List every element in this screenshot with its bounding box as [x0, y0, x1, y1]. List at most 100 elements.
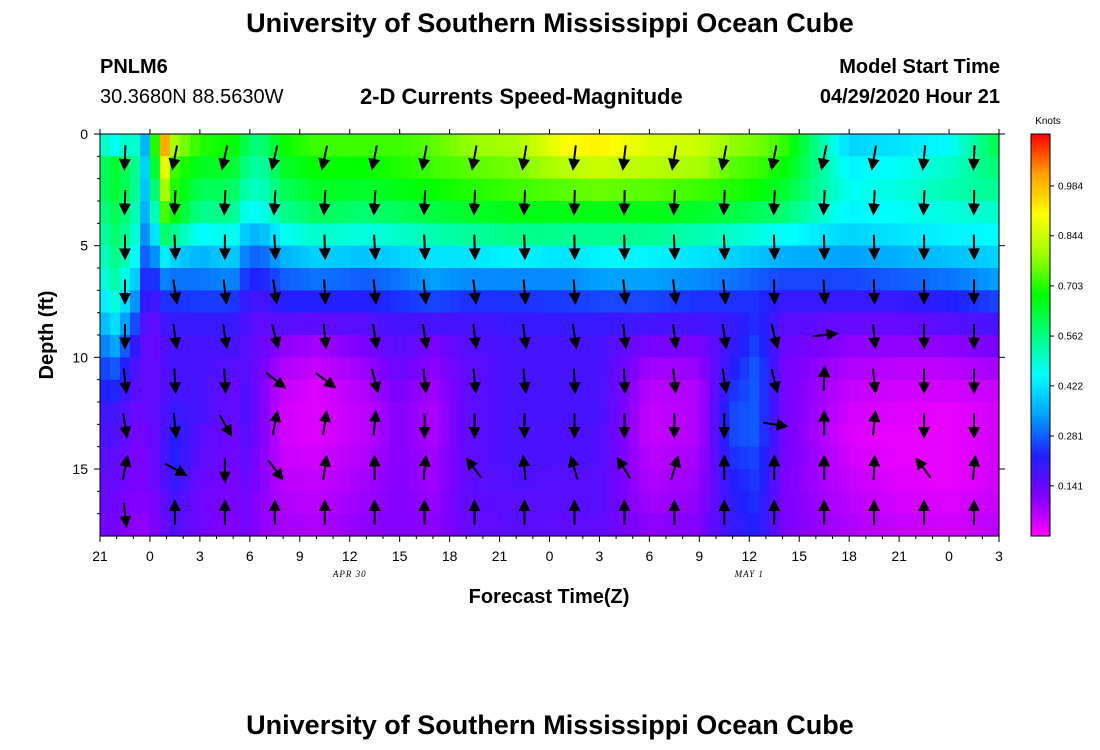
heatmap-cell: [909, 402, 920, 425]
heatmap-cell: [159, 156, 171, 180]
heatmap-cell: [579, 290, 591, 314]
heatmap-cell: [139, 402, 151, 425]
current-vector: [868, 409, 881, 436]
heatmap-cell: [479, 446, 491, 470]
heatmap-cell: [629, 357, 640, 381]
heatmap-cell: [569, 312, 581, 336]
heatmap-cell: [209, 312, 221, 336]
heatmap-cell: [259, 446, 271, 470]
heatmap-cell: [359, 379, 371, 403]
heatmap-cell: [449, 513, 461, 537]
heatmap-cell: [359, 469, 371, 492]
heatmap-cell: [329, 156, 341, 180]
heatmap-cell: [399, 469, 411, 492]
current-vector: [218, 145, 231, 171]
current-vector: [768, 279, 781, 305]
heatmap-cell: [389, 491, 401, 515]
heatmap-cell: [609, 201, 621, 224]
heatmap-cell: [149, 446, 161, 470]
heatmap-cell: [409, 357, 421, 381]
heatmap-cell: [729, 469, 740, 492]
heatmap-cell: [889, 223, 900, 247]
heatmap-cell: [129, 290, 141, 314]
heatmap-cell: [349, 178, 361, 202]
current-vector: [915, 457, 932, 479]
heatmap-cell: [449, 379, 461, 403]
heatmap-cell: [279, 513, 291, 537]
heatmap-cell: [209, 469, 221, 492]
heatmap-cell: [209, 491, 221, 515]
heatmap-cell: [459, 201, 471, 224]
heatmap-cell: [149, 245, 161, 269]
heatmap-cell: [669, 513, 680, 537]
heatmap-cell: [309, 335, 321, 358]
heatmap-cell: [439, 335, 451, 358]
heatmap-cell: [829, 134, 840, 157]
heatmap-cell: [849, 446, 860, 470]
heatmap-cell: [629, 469, 640, 492]
heatmap-cell: [639, 268, 650, 291]
heatmap-cell: [799, 424, 810, 448]
heatmap-cell: [179, 513, 191, 537]
heatmap-cell: [659, 156, 670, 180]
heatmap-cell: [329, 424, 341, 448]
heatmap-cell: [829, 402, 840, 425]
heatmap-cell: [699, 402, 710, 425]
heatmap-cell: [139, 491, 151, 515]
heatmap-cell: [209, 223, 221, 247]
current-vector: [315, 372, 337, 389]
heatmap-cell: [100, 491, 111, 515]
heatmap-cell: [459, 156, 471, 180]
heatmap-cell: [579, 446, 591, 470]
heatmap-cell: [169, 469, 181, 492]
heatmap-cell: [719, 134, 730, 157]
heatmap-cell: [899, 312, 910, 336]
heatmap-cell: [889, 424, 900, 448]
heatmap-cell: [249, 178, 261, 202]
heatmap-cell: [429, 469, 441, 492]
heatmap-cell: [409, 446, 421, 470]
heatmap-cell: [139, 178, 151, 202]
heatmap-cell: [779, 134, 790, 157]
heatmap-cell: [479, 223, 491, 247]
heatmap-cell: [599, 134, 611, 157]
heatmap-cell: [789, 424, 800, 448]
heatmap-cell: [959, 134, 970, 157]
heatmap-cell: [339, 446, 351, 470]
heatmap-cell: [979, 134, 990, 157]
heatmap-cell: [149, 379, 161, 403]
current-vector: [419, 323, 431, 350]
current-vector: [267, 459, 284, 481]
heatmap-cell: [459, 424, 471, 448]
heatmap-cell: [609, 245, 621, 269]
current-vector: [518, 454, 531, 481]
heatmap-cell: [459, 402, 471, 425]
heatmap-cell: [279, 335, 291, 358]
heatmap-cell: [509, 513, 521, 537]
heatmap-cell: [919, 469, 930, 492]
heatmap-cell: [989, 312, 1000, 336]
heatmap-cell: [459, 134, 471, 157]
heatmap-cell: [829, 469, 840, 492]
heatmap-cell: [349, 223, 361, 247]
heatmap-cell: [929, 268, 940, 291]
heatmap-cell: [549, 156, 561, 180]
heatmap-cell: [579, 268, 591, 291]
current-vector: [868, 234, 881, 261]
heatmap-cell: [889, 446, 900, 470]
heatmap-cell: [269, 312, 281, 336]
heatmap-cell: [259, 469, 271, 492]
colorbar-tick-label: 0.844: [1058, 231, 1083, 242]
heatmap-cell: [229, 446, 241, 470]
heatmap-cell: [669, 312, 680, 336]
heatmap-cell: [779, 513, 790, 537]
heatmap-cell: [759, 446, 770, 470]
heatmap-cell: [239, 513, 251, 537]
heatmap-cell: [259, 402, 271, 425]
heatmap-cell: [519, 513, 531, 537]
heatmap-cell: [769, 134, 780, 157]
heatmap-cell: [100, 312, 111, 336]
x-tick-label: 12: [342, 548, 358, 564]
heatmap-cell: [129, 268, 141, 291]
heatmap-cell: [789, 469, 800, 492]
